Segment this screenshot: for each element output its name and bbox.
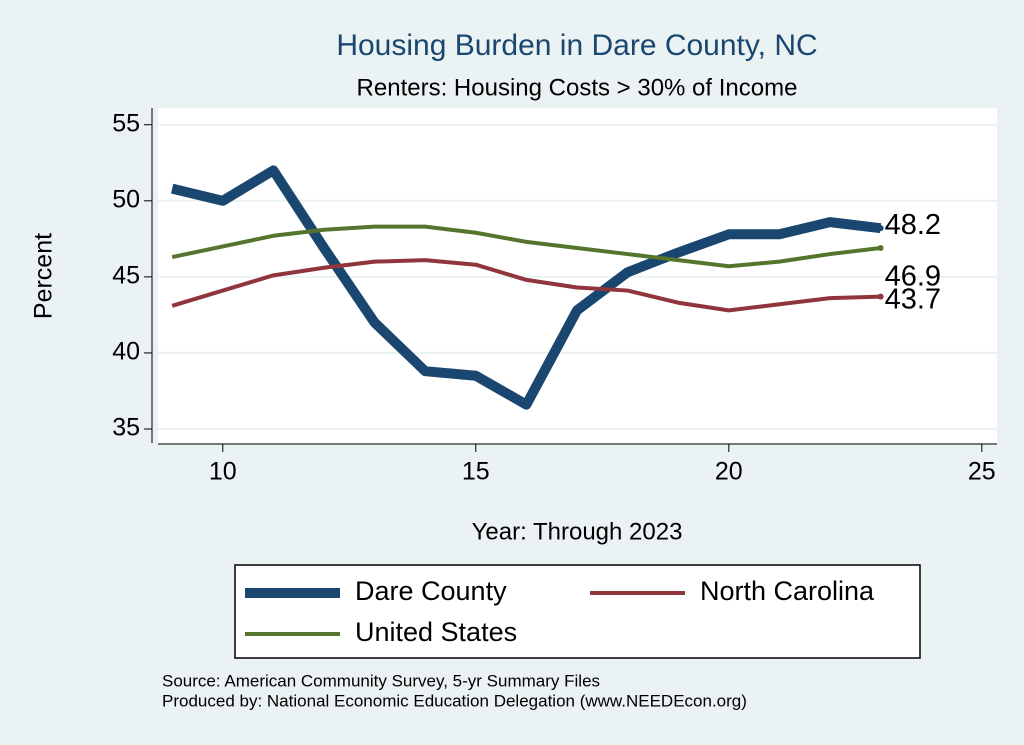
y-axis-title: Percent bbox=[30, 233, 58, 319]
end-point bbox=[877, 225, 884, 232]
x-tick-label: 15 bbox=[462, 458, 490, 486]
x-axis-title: Year: Through 2023 bbox=[472, 518, 683, 545]
y-tick-label: 50 bbox=[112, 185, 140, 213]
line-series bbox=[170, 165, 882, 410]
legend-label: Dare County bbox=[355, 576, 507, 606]
end-point bbox=[877, 293, 884, 300]
end-point bbox=[877, 244, 884, 251]
end-label: 46.9 bbox=[885, 261, 941, 293]
legend-box bbox=[234, 564, 921, 659]
y-tick-label: 55 bbox=[112, 109, 140, 137]
source-note: Source: American Community Survey, 5-yr … bbox=[162, 671, 600, 690]
x-tick-label: 25 bbox=[968, 458, 996, 486]
line-series bbox=[171, 258, 881, 313]
x-tick-label: 20 bbox=[715, 458, 743, 486]
chart-title: Housing Burden in Dare County, NC bbox=[336, 29, 817, 62]
x-tick-label: 10 bbox=[209, 458, 237, 486]
producer-note: Produced by: National Economic Education… bbox=[162, 691, 747, 710]
end-label: 48.2 bbox=[885, 209, 941, 241]
legend-label: North Carolina bbox=[700, 576, 875, 606]
line-series bbox=[171, 224, 881, 269]
y-tick-label: 40 bbox=[112, 338, 140, 366]
chart-subtitle: Renters: Housing Costs > 30% of Income bbox=[357, 74, 798, 101]
y-tick-label: 45 bbox=[112, 261, 140, 289]
plot-area bbox=[158, 108, 997, 443]
legend-label: United States bbox=[355, 617, 517, 647]
end-label: 43.7 bbox=[885, 283, 941, 315]
y-tick-label: 35 bbox=[112, 414, 140, 442]
